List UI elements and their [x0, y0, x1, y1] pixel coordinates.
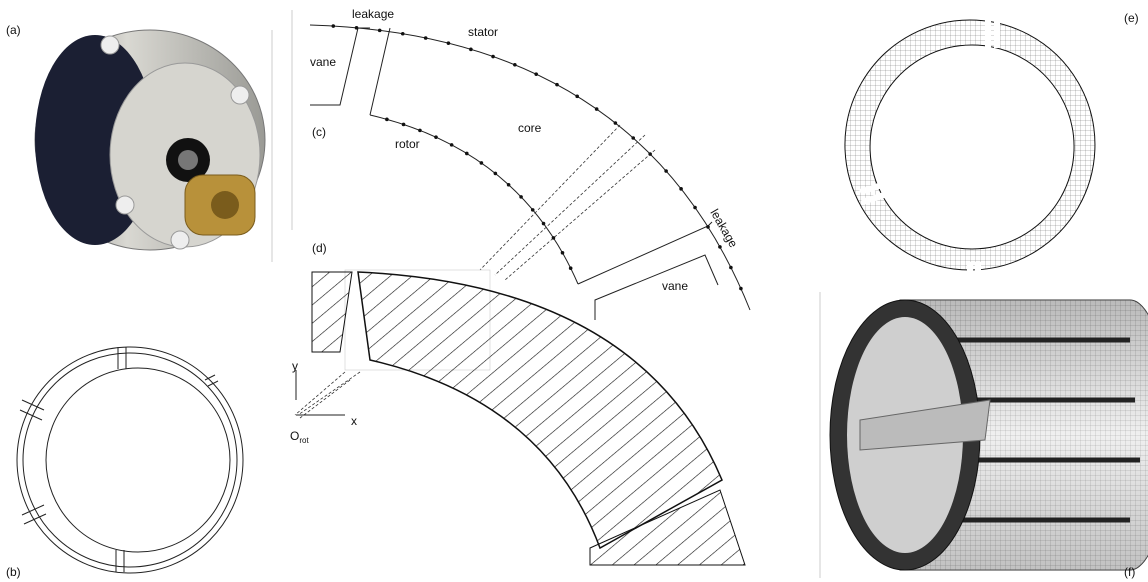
mesh-node [491, 54, 495, 59]
axis-label: y [292, 359, 298, 373]
mesh-node [534, 72, 538, 76]
mesh-node [449, 143, 454, 147]
mesh-node [560, 250, 565, 255]
mesh-node [679, 187, 683, 191]
mesh-node [729, 265, 733, 270]
device-photo [34, 29, 266, 251]
mesh-node [575, 94, 579, 99]
origin-sub: rot [299, 436, 309, 445]
mesh-node [530, 208, 535, 212]
mesh-node [551, 236, 556, 240]
panel-label: (d) [312, 241, 327, 255]
mesh-node [739, 286, 743, 291]
mesh-node [513, 62, 517, 67]
label: stator [468, 25, 498, 39]
mesh-node [423, 36, 428, 40]
mesh-node [706, 225, 710, 229]
mesh-node [519, 195, 523, 199]
mesh-node [693, 205, 697, 210]
axis-label: x [351, 414, 357, 428]
label: leakage [352, 7, 394, 21]
mesh-node [354, 26, 359, 30]
label: leakage [707, 207, 740, 251]
origin: O [290, 429, 299, 443]
mesh-node [541, 221, 546, 226]
mesh-node [400, 31, 405, 36]
mesh-node [401, 122, 406, 127]
mesh-node [464, 151, 469, 156]
hatched-sector [295, 271, 746, 566]
axis-label: Orot [290, 429, 309, 445]
mesh-node [446, 41, 451, 45]
mesh-node [418, 128, 422, 133]
label: rotor [395, 137, 420, 151]
label: vane [662, 279, 688, 293]
panel-label: (e) [1124, 11, 1139, 25]
rotor-outline [16, 346, 244, 574]
mesh-node [385, 117, 389, 122]
mesh-node [331, 24, 336, 28]
mesh-node [493, 171, 498, 176]
mesh-node [506, 182, 511, 187]
panel-label: (f) [1124, 565, 1135, 579]
mesh-node [664, 169, 668, 173]
mesh-node [555, 82, 559, 87]
mesh-node [594, 107, 599, 111]
panel-label: (a) [6, 23, 21, 37]
mesh-node [479, 161, 484, 165]
mesh-ring [844, 18, 1097, 292]
mesh-node [568, 266, 573, 270]
mesh-node [469, 47, 473, 52]
label: core [518, 121, 542, 135]
mesh-node [434, 135, 438, 139]
mesh-node [377, 28, 382, 33]
mesh-node [613, 121, 618, 125]
label: vane [310, 55, 336, 69]
mesh-node [631, 136, 636, 140]
panel-label: (c) [312, 125, 326, 139]
text-layer: (a) (b) (c) (d) (e) (f) leakage stator v… [6, 7, 1139, 579]
mesh-node [718, 245, 722, 249]
mesh-node [648, 152, 652, 156]
panel-label: (b) [6, 565, 21, 579]
cylinder-3d [819, 292, 1148, 578]
